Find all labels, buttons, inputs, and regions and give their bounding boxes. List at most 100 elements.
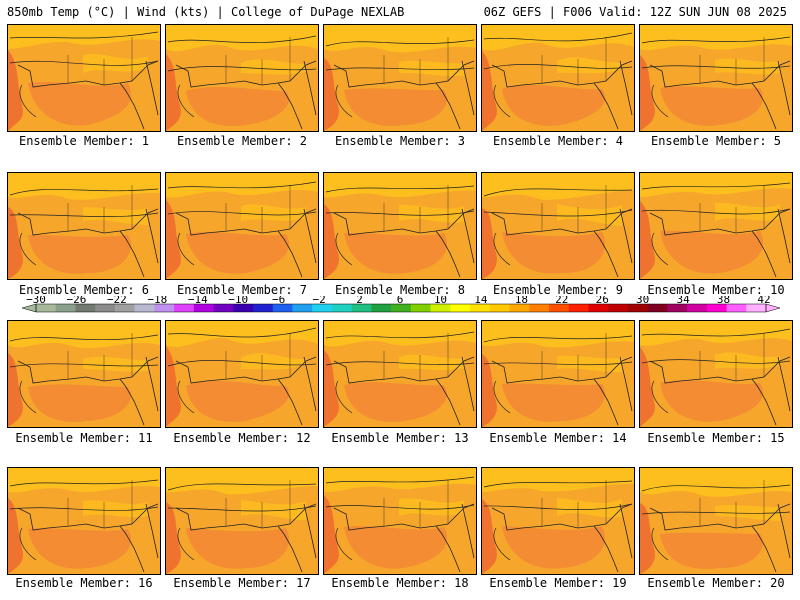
- ensemble-member-panel: [481, 320, 635, 428]
- member-map: [8, 321, 160, 427]
- colorbar-tick-label: 26: [596, 296, 609, 306]
- colorbar-tick-label: −2: [312, 296, 325, 306]
- colorbar-tick-label: −30: [26, 296, 46, 306]
- colorbar-tick-label: 30: [636, 296, 649, 306]
- ensemble-member-label: Ensemble Member: 20: [647, 576, 785, 590]
- colorbar-swatch: [95, 304, 116, 312]
- colorbar-swatch: [568, 304, 589, 312]
- ensemble-member-label: Ensemble Member: 1: [18, 134, 150, 148]
- colorbar-tick-label: 6: [397, 296, 404, 306]
- product-title: 850mb Temp (°C) | Wind (kts) | College o…: [7, 5, 405, 19]
- ensemble-member-panel: [7, 467, 161, 575]
- member-map: [482, 468, 634, 574]
- ensemble-member-label: Ensemble Member: 8: [334, 283, 466, 297]
- member-map: [166, 468, 318, 574]
- colorbar-tick-label: −10: [228, 296, 248, 306]
- ensemble-member-label: Ensemble Member: 19: [489, 576, 627, 590]
- ensemble-member-panel: [165, 467, 319, 575]
- ensemble-member-panel: [165, 172, 319, 280]
- ensemble-member-label: Ensemble Member: 2: [176, 134, 308, 148]
- colorbar-swatch: [489, 304, 511, 312]
- member-map: [640, 25, 792, 131]
- colorbar-swatch: [470, 304, 491, 312]
- colorbar-tick-label: 2: [356, 296, 363, 306]
- colorbar-swatch: [647, 304, 668, 312]
- colorbar-tick-label: −22: [107, 296, 127, 306]
- colorbar-tick-label: 34: [676, 296, 690, 306]
- ensemble-member-label: Ensemble Member: 17: [173, 576, 311, 590]
- colorbar-tick-label: −18: [147, 296, 167, 306]
- colorbar-swatch: [746, 304, 767, 312]
- colorbar-swatch: [450, 304, 471, 312]
- ensemble-member-panel: [323, 467, 477, 575]
- member-map: [640, 321, 792, 427]
- colorbar-swatch: [193, 304, 215, 312]
- ensemble-member-label: Ensemble Member: 13: [331, 431, 469, 445]
- colorbar-swatch: [154, 304, 175, 312]
- colorbar-tick-label: −26: [67, 296, 87, 306]
- colorbar-swatch: [75, 304, 96, 312]
- colorbar-swatch: [134, 304, 155, 312]
- ensemble-member-panel: [481, 467, 635, 575]
- colorbar-swatch: [726, 304, 747, 312]
- colorbar-swatch: [509, 304, 530, 312]
- colorbar-tick-label: 38: [717, 296, 730, 306]
- member-map: [482, 25, 634, 131]
- ensemble-member-label: Ensemble Member: 14: [489, 431, 627, 445]
- model-valid-time: 06Z GEFS | F006 Valid: 12Z SUN JUN 08 20…: [483, 5, 787, 19]
- colorbar-swatch: [253, 304, 274, 312]
- colorbar-swatch: [55, 304, 76, 312]
- ensemble-member-label: Ensemble Member: 10: [647, 283, 785, 297]
- colorbar-outline: [35, 303, 767, 313]
- colorbar-swatch: [272, 304, 293, 312]
- colorbar-swatch: [233, 304, 254, 312]
- colorbar-swatch: [36, 304, 57, 312]
- colorbar-swatch: [292, 304, 313, 312]
- colorbar-swatch: [371, 304, 392, 312]
- ensemble-member-panel: [165, 24, 319, 132]
- ensemble-member-panel: [7, 172, 161, 280]
- colorbar-swatch: [331, 304, 353, 312]
- ensemble-member-panel: [639, 320, 793, 428]
- ensemble-member-panel: [639, 172, 793, 280]
- ensemble-member-label: Ensemble Member: 11: [15, 431, 153, 445]
- colorbar-swatch: [391, 304, 412, 312]
- colorbar-swatch: [588, 304, 609, 312]
- colorbar-swatch: [706, 304, 728, 312]
- colorbar-swatch: [114, 304, 136, 312]
- ensemble-member-label: Ensemble Member: 16: [15, 576, 153, 590]
- colorbar-tick-label: 10: [434, 296, 447, 306]
- ensemble-member-panel: [323, 172, 477, 280]
- member-map: [324, 25, 476, 131]
- ensemble-member-panel: [639, 24, 793, 132]
- ensemble-member-panel: [323, 320, 477, 428]
- ensemble-member-panel: [7, 24, 161, 132]
- member-map: [166, 25, 318, 131]
- colorbar-swatch: [667, 304, 688, 312]
- ensemble-member-panel: [639, 467, 793, 575]
- ensemble-member-label: Ensemble Member: 3: [334, 134, 466, 148]
- member-map: [8, 468, 160, 574]
- colorbar-swatch: [410, 304, 432, 312]
- colorbar-swatch: [351, 304, 372, 312]
- ensemble-member-label: Ensemble Member: 12: [173, 431, 311, 445]
- colorbar-swatch: [687, 304, 708, 312]
- colorbar-tick-label: 14: [474, 296, 488, 306]
- colorbar-swatch: [608, 304, 629, 312]
- colorbar-swatch: [430, 304, 451, 312]
- colorbar-tick-label: 22: [555, 296, 568, 306]
- colorbar-swatch: [529, 304, 550, 312]
- member-map: [324, 321, 476, 427]
- colorbar-swatch: [548, 304, 570, 312]
- ensemble-member-label: Ensemble Member: 6: [18, 283, 150, 297]
- colorbar-swatch: [627, 304, 649, 312]
- member-map: [8, 173, 160, 279]
- member-map: [482, 321, 634, 427]
- member-map: [324, 468, 476, 574]
- ensemble-member-panel: [7, 320, 161, 428]
- ensemble-member-label: Ensemble Member: 9: [492, 283, 624, 297]
- colorbar-swatch: [174, 304, 195, 312]
- ensemble-member-label: Ensemble Member: 18: [331, 576, 469, 590]
- colorbar-swatch: [312, 304, 333, 312]
- member-map: [166, 173, 318, 279]
